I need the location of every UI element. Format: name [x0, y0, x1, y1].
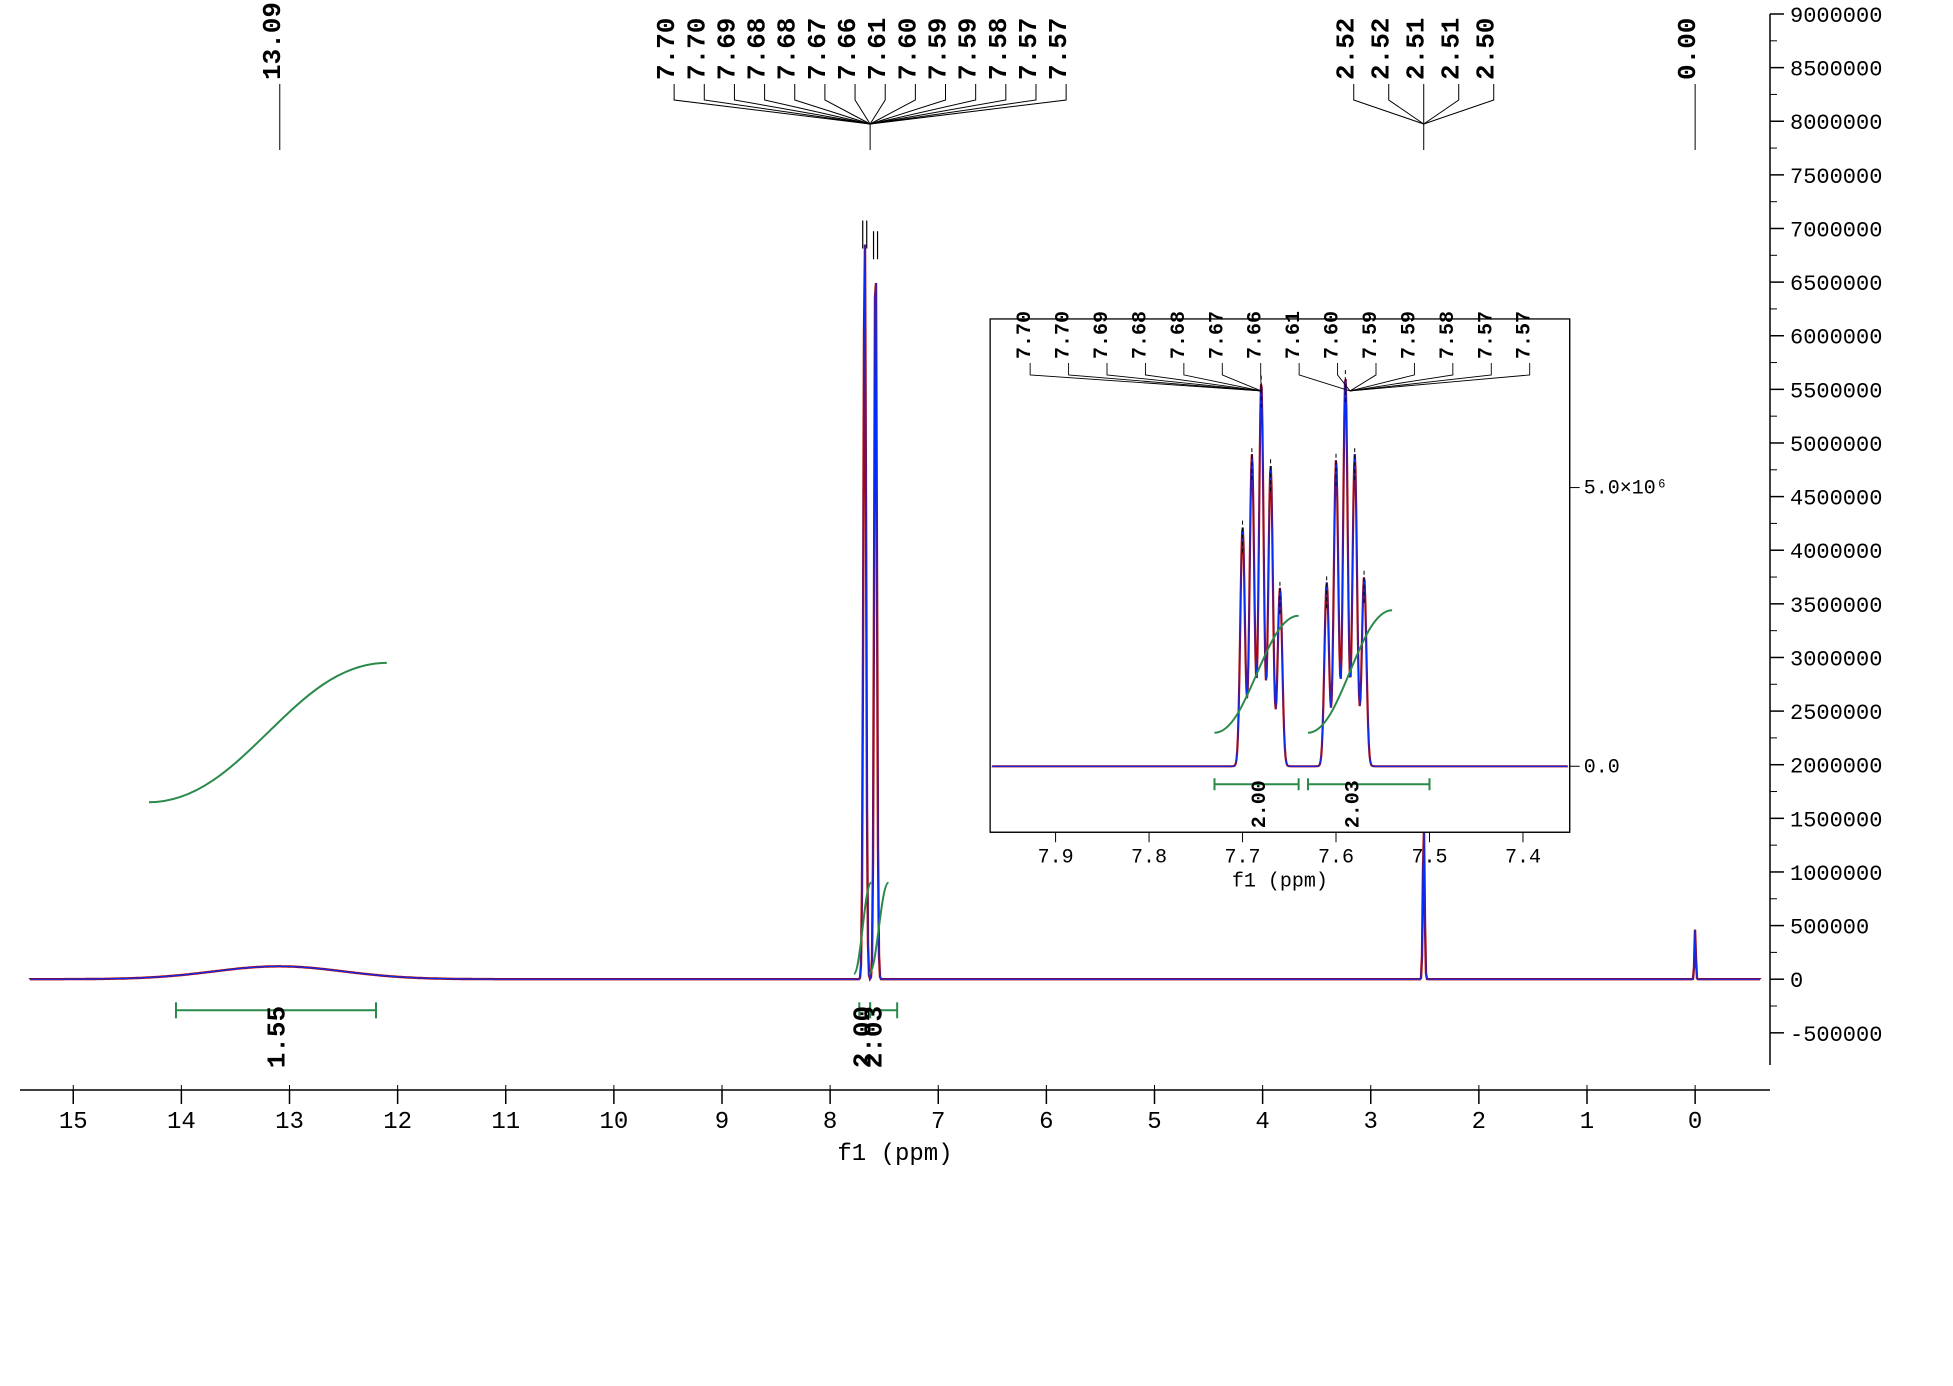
- y-tick-label: 5000000: [1790, 433, 1882, 458]
- x-tick-label: 12: [383, 1109, 412, 1136]
- x-tick-label: 15: [59, 1109, 88, 1136]
- inset-peak-ppm: 7.70: [1014, 311, 1037, 359]
- y-tick-label: 500000: [1790, 916, 1869, 941]
- peak-ppm-label: 7.60: [893, 18, 923, 80]
- inset-y-tick: 0.0: [1584, 756, 1620, 779]
- peak-ppm-label: 7.70: [652, 18, 682, 80]
- peak-ppm-label: 2.51: [1437, 18, 1467, 80]
- inset-x-tick: 7.6: [1318, 846, 1354, 869]
- y-tick-label: 7000000: [1790, 218, 1882, 243]
- inset-peak-ppm: 7.67: [1206, 311, 1229, 359]
- y-tick-label: 0: [1790, 969, 1803, 994]
- inset-peak-ppm: 7.66: [1245, 311, 1268, 359]
- inset-integral-label: 2.03: [1343, 780, 1366, 828]
- y-tick-label: 8000000: [1790, 111, 1882, 136]
- x-tick-label: 0: [1688, 1109, 1702, 1136]
- x-tick-label: 1: [1580, 1109, 1594, 1136]
- peak-ppm-label: 0.00: [1673, 18, 1703, 80]
- peak-ppm-label: 2.51: [1402, 18, 1432, 80]
- y-tick-label: 3500000: [1790, 594, 1882, 619]
- inset-peak-ppm: 7.68: [1129, 311, 1152, 359]
- x-tick-label: 8: [823, 1109, 837, 1136]
- peak-ppm-label: 2.52: [1332, 18, 1362, 80]
- inset-peak-ppm: 7.59: [1398, 311, 1421, 359]
- peak-ppm-label: 7.59: [954, 18, 984, 80]
- inset-x-tick: 7.7: [1225, 846, 1261, 869]
- y-tick-label: 2000000: [1790, 755, 1882, 780]
- inset-peak-ppm: 7.57: [1514, 311, 1537, 359]
- nmr-spectrum-figure: -500000050000010000001500000200000025000…: [0, 0, 1953, 1386]
- inset-peak-ppm: 7.59: [1360, 311, 1383, 359]
- y-tick-label: 6500000: [1790, 272, 1882, 297]
- peak-ppm-label: 2.50: [1472, 18, 1502, 80]
- inset-integral-label: 2.00: [1249, 780, 1272, 828]
- y-tick-label: 1000000: [1790, 862, 1882, 887]
- y-tick-label: 6000000: [1790, 326, 1882, 351]
- peak-ppm-label: 7.59: [924, 18, 954, 80]
- y-tick-label: 4000000: [1790, 540, 1882, 565]
- y-tick-label: 8500000: [1790, 58, 1882, 83]
- inset-x-tick: 7.8: [1131, 846, 1167, 869]
- x-tick-label: 10: [599, 1109, 628, 1136]
- y-tick-label: 3000000: [1790, 647, 1882, 672]
- y-tick-label: 2500000: [1790, 701, 1882, 726]
- peak-ppm-label: 7.67: [803, 18, 833, 80]
- x-axis-label: f1 (ppm): [837, 1141, 952, 1168]
- peak-ppm-label: 7.57: [1014, 18, 1044, 80]
- x-tick-label: 11: [491, 1109, 520, 1136]
- y-tick-label: 7500000: [1790, 165, 1882, 190]
- peak-ppm-label: 13.09: [258, 2, 288, 80]
- x-tick-label: 9: [715, 1109, 729, 1136]
- y-tick-label: -500000: [1790, 1023, 1882, 1048]
- x-tick-label: 6: [1039, 1109, 1053, 1136]
- inset-peak-ppm: 7.68: [1168, 311, 1191, 359]
- inset-peak-ppm: 7.69: [1091, 311, 1114, 359]
- x-tick-label: 4: [1255, 1109, 1269, 1136]
- peak-ppm-label: 7.58: [984, 18, 1014, 80]
- integral-label: 2.03: [860, 1006, 890, 1068]
- integral-label: 1.55: [263, 1006, 293, 1068]
- inset-y-tick: 5.0×10⁶: [1584, 478, 1668, 501]
- inset-x-tick: 7.5: [1411, 846, 1447, 869]
- y-tick-label: 9000000: [1790, 4, 1882, 29]
- peak-ppm-label: 7.66: [833, 18, 863, 80]
- x-tick-label: 2: [1472, 1109, 1486, 1136]
- x-tick-label: 13: [275, 1109, 304, 1136]
- y-tick-label: 4500000: [1790, 487, 1882, 512]
- peak-ppm-label: 7.68: [743, 18, 773, 80]
- inset-zoom: 0.0 5.0×10⁶ 7.9 7.8 7.7 7.6 7.5 7.4 f1 (ppm) 2.00…: [990, 311, 1668, 893]
- inset-x-tick: 7.9: [1038, 846, 1074, 869]
- x-tick-label: 5: [1147, 1109, 1161, 1136]
- inset-x-tick: 7.4: [1505, 846, 1541, 869]
- inset-peak-ppm: 7.57: [1475, 311, 1498, 359]
- y-tick-label: 1500000: [1790, 808, 1882, 833]
- inset-peak-ppm: 7.61: [1283, 311, 1306, 359]
- peak-ppm-label: 2.52: [1367, 18, 1397, 80]
- peak-ppm-label: 7.61: [863, 18, 893, 80]
- inset-peak-ppm: 7.60: [1322, 311, 1345, 359]
- peak-ppm-label: 7.68: [773, 18, 803, 80]
- inset-peak-ppm: 7.70: [1053, 311, 1076, 359]
- integral-curve: [149, 663, 387, 802]
- inset-peak-ppm: 7.58: [1437, 311, 1460, 359]
- x-tick-label: 14: [167, 1109, 196, 1136]
- peak-ppm-label: 7.57: [1044, 18, 1074, 80]
- x-tick-label: 3: [1364, 1109, 1378, 1136]
- y-tick-label: 5500000: [1790, 379, 1882, 404]
- peak-ppm-label: 7.70: [682, 18, 712, 80]
- inset-x-axis-label: f1 (ppm): [1232, 870, 1328, 893]
- x-tick-label: 7: [931, 1109, 945, 1136]
- peak-ppm-label: 7.69: [712, 18, 742, 80]
